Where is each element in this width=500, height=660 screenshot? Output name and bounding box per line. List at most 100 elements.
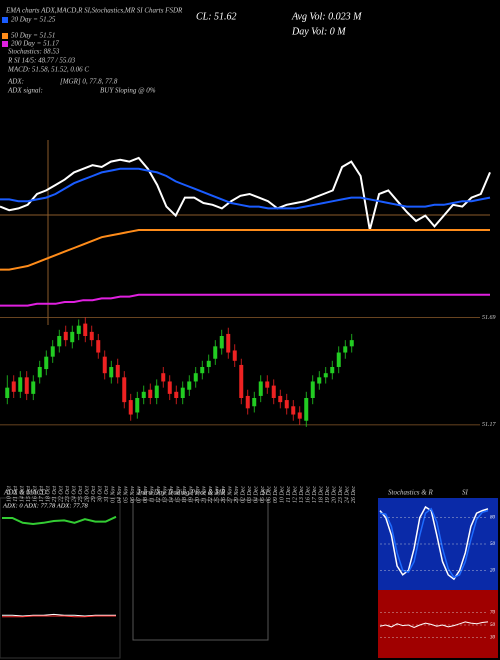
x-tick-label: 22 Oct [59,486,65,502]
x-tick-label: 11 Nov [150,486,156,503]
x-tick-label: 03 Dec [247,486,253,503]
legend-swatch [2,33,8,39]
x-tick-label: 05 Nov [124,486,130,504]
candle-body [258,381,263,396]
header-note: ADX signal: [7,87,43,95]
candle-body [5,387,10,398]
x-tick-label: 25 Oct [78,486,84,502]
y-tick-label: 30 [490,636,496,641]
x-tick-label: 08 Nov [143,486,149,504]
candle-body [174,391,179,398]
series-line [0,167,491,210]
candle-body [323,373,328,378]
candle-body [70,331,75,343]
candle-body [89,331,94,341]
x-tick-label: 04 Nov [116,486,123,504]
header-note: BUY Sloping @ 0% [100,87,156,95]
candle-body [291,406,296,415]
x-tick-label: 12 Nov [156,486,162,504]
candle-body [317,377,322,384]
x-tick-label: 22 Nov [208,486,214,504]
x-tick-label: 07 Nov [137,486,143,504]
candle-body [310,381,315,398]
x-tick-label: 17 Oct [39,486,45,502]
candle-body [180,387,185,398]
x-tick-label: 18 Nov [182,486,188,504]
candle-body [57,336,62,347]
x-tick-label: 28 Oct [85,486,91,502]
candle-body [11,381,16,392]
x-tick-label: 01 Nov [111,486,117,504]
candle-body [252,398,257,407]
legend-swatch [2,17,8,23]
candle-body [31,381,36,394]
legend-label: 50 Day = 51.51 [11,32,55,40]
x-tick-label: 21 Oct [52,486,58,502]
series-line [379,621,489,629]
series-line [379,507,489,579]
candle-body [135,398,140,413]
x-tick-label: 14 Oct [19,486,26,502]
x-tick-label: 23 Oct [65,486,71,502]
y-tick-label: 51.69 [482,315,496,321]
legend-swatch [2,41,8,47]
x-tick-label: 30 Oct [98,486,104,503]
x-tick-label: 18 Dec [319,486,325,503]
candle-body [343,346,348,353]
x-tick-label: 26 Nov [221,486,227,504]
x-tick-label: 21 Nov [202,486,208,504]
candle-body [167,381,172,394]
candle-body [245,395,250,409]
candle-body [63,331,68,341]
y-tick-label: 50 [490,542,496,547]
candle-body [115,364,120,378]
candle-body [239,364,244,398]
x-tick-label: 12 Dec [293,486,299,503]
candle-body [102,356,107,374]
candle-body [44,356,49,370]
y-tick-label: 50 [490,623,496,628]
panel-title: Stochastics & R [388,489,433,497]
candle-body [83,323,88,336]
x-tick-label: 04 Dec [253,486,260,503]
x-tick-label: 05 Dec [260,486,266,503]
header-note: R SI 14/5: 48.77 / 55.03 [7,57,76,65]
candle-body [304,398,309,421]
x-tick-label: 13 Nov [163,486,169,504]
candle-body [109,367,114,378]
candle-body [18,377,23,392]
series-line [0,229,490,271]
candle-body [24,377,29,394]
candle-body [128,400,133,415]
x-tick-label: 16 Dec [306,486,312,503]
candle-body [76,325,81,334]
x-tick-label: 29 Nov [234,486,240,504]
x-tick-label: 15 Oct [26,486,32,502]
x-tick-label: 19 Dec [325,486,331,503]
x-tick-label: 10 Oct [7,486,13,502]
header-note: Stochastics: 88.53 [8,48,60,56]
x-tick-label: 11 Oct [13,486,19,502]
x-tick-label: 14 Nov [168,486,175,504]
day-vol: Day Vol: 0 M [291,26,346,37]
x-tick-label: 24 Dec [344,486,351,503]
x-tick-label: 20 Dec [332,486,338,503]
x-tick-label: 19 Nov [189,486,195,504]
x-tick-label: 29 Oct [91,486,97,502]
avg-vol: Avg Vol: 0.023 M [291,11,362,22]
legend-label: 20 Day = 51.25 [11,16,56,24]
x-tick-label: 25 Nov [215,486,221,504]
candle-body [206,360,211,367]
x-tick-label: 11 Dec [286,486,292,503]
header-top: EMA charts ADX,MACD,R SI,Stochastics,MR … [5,7,183,15]
candle-body [213,346,218,359]
y-tick-label: 80 [490,516,496,521]
candle-body [122,377,127,403]
candle-body [200,367,205,374]
candle-body [96,340,101,353]
panel-title: Intra Day Trading Price & MR [137,489,226,497]
x-tick-label: 17 Dec [312,486,318,503]
intraday-frame [132,499,269,641]
x-tick-label: 20 Nov [195,486,201,504]
panel-title: ADX & MACD [3,489,46,497]
